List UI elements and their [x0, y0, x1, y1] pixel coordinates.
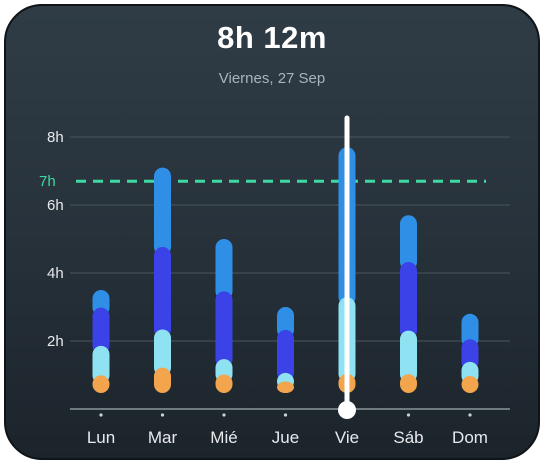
bar-segment[interactable] [215, 239, 233, 300]
bar-segment[interactable] [461, 313, 479, 348]
selected-date-subtitle: Viernes, 27 Sep [218, 70, 326, 87]
bar-segment[interactable] [92, 345, 110, 384]
x-tick-dot [99, 413, 103, 417]
y-tick-label: 6h [47, 197, 64, 214]
x-tick-label: Mié [210, 428, 237, 447]
bar-segment[interactable] [400, 330, 417, 383]
bar-segment[interactable] [215, 374, 233, 393]
bar-segment[interactable] [215, 291, 233, 368]
x-tick-label: Sáb [393, 428, 423, 447]
total-duration-title: 8h 12m [217, 20, 327, 55]
bar-segment[interactable] [400, 374, 417, 393]
bar-segment[interactable] [154, 329, 171, 377]
bar-segment[interactable] [400, 215, 417, 271]
bar-segment[interactable] [461, 376, 479, 393]
bar-segment[interactable] [154, 246, 171, 339]
bar-segment[interactable] [154, 367, 171, 393]
x-tick-dot [468, 413, 472, 417]
bar-segment[interactable] [400, 261, 417, 340]
bar-segment[interactable] [277, 329, 294, 382]
x-tick-label: Jue [272, 428, 299, 447]
y-tick-label: 8h [47, 129, 64, 146]
selection-handle[interactable] [338, 401, 356, 419]
bar-segment[interactable] [92, 375, 110, 393]
bar-segment[interactable] [92, 307, 110, 355]
bar-segment[interactable] [277, 381, 294, 393]
x-tick-dot [160, 413, 165, 417]
x-tick-label: Mar [148, 428, 178, 447]
x-tick-label: Dom [452, 428, 488, 447]
x-tick-dot [222, 413, 226, 417]
bar-segment[interactable] [277, 307, 294, 339]
bar-segment[interactable] [461, 339, 479, 371]
y-tick-label: 4h [47, 265, 64, 282]
x-tick-dot [406, 413, 411, 417]
bar-segment[interactable] [154, 167, 171, 256]
goal-label: 7h [39, 173, 56, 190]
x-tick-dot [283, 413, 288, 417]
x-tick-label: Lun [87, 428, 115, 447]
y-tick-label: 2h [47, 333, 64, 350]
x-tick-label: Vie [335, 428, 359, 447]
